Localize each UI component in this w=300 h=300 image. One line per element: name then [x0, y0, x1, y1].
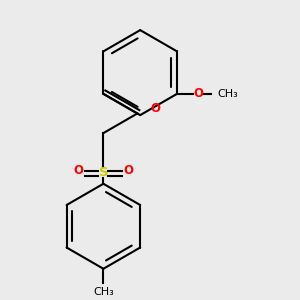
Text: S: S — [99, 166, 108, 179]
Text: O: O — [150, 102, 160, 115]
Text: CH₃: CH₃ — [217, 89, 238, 99]
Text: O: O — [193, 87, 203, 101]
Text: O: O — [123, 164, 133, 177]
Text: O: O — [74, 164, 83, 177]
Text: CH₃: CH₃ — [93, 287, 114, 297]
